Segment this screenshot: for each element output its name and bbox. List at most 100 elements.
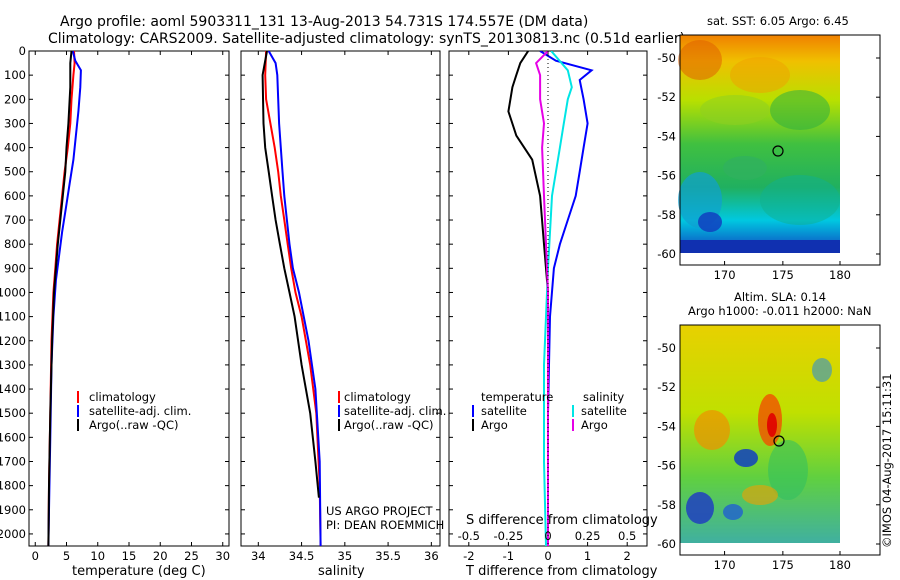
x-tick-label: 15 [122, 549, 137, 563]
legend-satellite: satellite-adj. clim. [89, 404, 191, 418]
sst-argo-marker [772, 145, 784, 157]
map-y-tick-label: -50 [657, 341, 676, 355]
difference-legend: temperature salinity satellite satellite… [472, 390, 627, 432]
project-credit: US ARGO PROJECT [326, 504, 434, 518]
y-tick-label: 400 [4, 141, 26, 155]
map-y-tick-label: -52 [657, 90, 676, 104]
x-tick-label: 34.5 [289, 549, 315, 563]
y-tick-label: 1400 [0, 382, 26, 396]
legend-temp-satellite: satellite [481, 404, 527, 418]
y-tick-label: 1000 [0, 285, 26, 299]
map-x-tick-label: 180 [829, 268, 851, 282]
legend-sal-satellite: satellite [581, 404, 627, 418]
y-tick-label: 1300 [0, 358, 26, 372]
map-y-tick-label: -60 [657, 537, 676, 551]
map-x-tick-label: 170 [714, 558, 736, 572]
series-line-temperature-argo [507, 51, 549, 546]
x-tick-label: 25 [184, 549, 199, 563]
legend-argo: Argo(..raw -QC) [344, 418, 434, 432]
header-line2: Climatology: CARS2009. Satellite-adjuste… [48, 31, 685, 47]
salinity-axis: 34 34.5 35 35.5 36 [241, 50, 440, 563]
sla-map-frame [679, 324, 881, 556]
y-tick-label: 100 [4, 68, 26, 82]
x-tick-label: -1 [503, 549, 514, 563]
x-tick-label: 0 [544, 549, 551, 563]
temperature-legend: climatology satellite-adj. clim. Argo(..… [77, 390, 191, 432]
series-line-temperature-satellite [539, 51, 594, 546]
series-line-argo-raw-qc- [47, 51, 73, 546]
map-x-tick-label: 180 [829, 558, 851, 572]
series-line-argo-raw-qc- [261, 51, 320, 498]
salinity-plot-frame [240, 50, 441, 547]
temperature-plot-frame [28, 50, 230, 547]
series-line-satellite-adj-clim- [267, 51, 322, 546]
difference-xlabel: T difference from climatology [465, 564, 658, 579]
temperature-axis: 0100200300400500600700800900100011001200… [0, 44, 230, 563]
map-x-tick-label: 175 [772, 268, 794, 282]
series-line-climatology [264, 51, 322, 546]
sla-map-title: Altim. SLA: 0.14 [734, 290, 826, 304]
top-tick-label: 0.25 [575, 529, 601, 543]
legend-salinity-title: salinity [583, 390, 624, 404]
map-y-tick-label: -54 [657, 129, 676, 143]
difference-axis: -2 -1 0 1 2 [449, 50, 647, 563]
y-tick-label: 800 [4, 237, 26, 251]
map-y-tick-label: -56 [657, 459, 676, 473]
legend-climatology: climatology [89, 390, 156, 404]
y-tick-label: 600 [4, 189, 26, 203]
x-tick-label: 2 [624, 549, 631, 563]
top-tick-label: 0 [544, 529, 551, 543]
map-x-tick-label: 175 [772, 558, 794, 572]
x-tick-label: 36 [424, 549, 439, 563]
x-tick-label: 35.5 [375, 549, 401, 563]
x-tick-label: 34 [251, 549, 266, 563]
sla-argo-marker [773, 435, 785, 447]
series-line-salinity-argo [534, 51, 549, 546]
sst-map-frame [679, 34, 881, 266]
top-tick-label: 0.5 [618, 529, 636, 543]
difference-series [507, 51, 594, 546]
x-tick-label: 35 [338, 549, 353, 563]
map-y-tick-label: -52 [657, 380, 676, 394]
sla-map-subtitle: Argo h1000: -0.011 h2000: NaN [688, 304, 872, 318]
header-line1: Argo profile: aoml 5903311_131 13-Aug-20… [60, 14, 588, 30]
timestamp-credit: ©IMOS 04-Aug-2017 15:11:31 [880, 373, 894, 548]
map-x-tick-label: 170 [714, 268, 736, 282]
temperature-series [47, 51, 82, 546]
legend-sal-argo: Argo [581, 418, 608, 432]
map-y-tick-label: -50 [657, 51, 676, 65]
salinity-series [261, 51, 322, 546]
sst-map-title: sat. SST: 6.05 Argo: 6.45 [707, 14, 849, 28]
sla-map-axis: 170 175 180 -50 -52 -54 -56 -58 -60 [657, 341, 880, 572]
series-line-climatology [47, 51, 76, 546]
sla-map-texture [686, 358, 832, 524]
y-tick-label: 1500 [0, 406, 26, 420]
temperature-xlabel: temperature (deg C) [72, 564, 206, 579]
top-tick-label: -0.5 [458, 529, 480, 543]
legend-argo: Argo(..raw -QC) [89, 418, 179, 432]
salinity-xlabel: salinity [318, 564, 365, 579]
legend-satellite: satellite-adj. clim. [344, 404, 446, 418]
difference-top-ticks: -0.5 -0.25 0 0.25 0.5 [458, 529, 637, 543]
series-line-salinity-satellite [543, 51, 573, 546]
y-tick-label: 2000 [0, 527, 26, 541]
y-tick-label: 300 [4, 116, 26, 130]
y-tick-label: 1600 [0, 430, 26, 444]
map-y-tick-label: -56 [657, 169, 676, 183]
legend-climatology: climatology [344, 390, 411, 404]
x-tick-label: 5 [63, 549, 70, 563]
y-tick-label: 500 [4, 165, 26, 179]
y-tick-label: 200 [4, 92, 26, 106]
x-tick-label: -2 [463, 549, 474, 563]
salinity-legend: climatology satellite-adj. clim. Argo(..… [338, 390, 446, 432]
difference-xlabel-top: S difference from climatology [466, 513, 658, 528]
x-tick-label: 1 [584, 549, 591, 563]
x-tick-label: 10 [90, 549, 105, 563]
legend-temperature-title: temperature [481, 390, 553, 404]
y-tick-label: 900 [4, 261, 26, 275]
x-tick-label: 30 [215, 549, 230, 563]
y-tick-label: 1900 [0, 503, 26, 517]
y-tick-label: 700 [4, 213, 26, 227]
map-y-tick-label: -58 [657, 208, 676, 222]
